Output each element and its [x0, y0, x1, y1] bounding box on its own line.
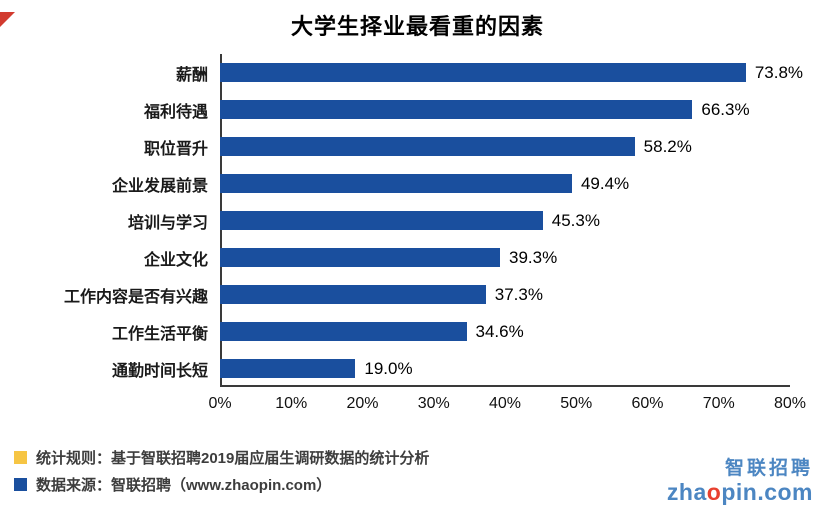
x-axis-tick: 50% — [560, 395, 593, 412]
legend-text: 统计规则：基于智联招聘2019届应届生调研数据的统计分析 — [36, 450, 430, 467]
bar-rows: 薪酬 73.8% 福利待遇 66.3% 职位晋升 58.2% 企业发展前景 49.4% 培训与学… — [10, 54, 803, 387]
category-label: 企业发展前景 — [111, 177, 208, 195]
value-label: 39.3% — [509, 247, 558, 267]
value-label: 49.4% — [580, 173, 630, 193]
category-label: 企业文化 — [143, 251, 208, 269]
bar-row: 工作生活平衡 34.6% — [10, 313, 790, 350]
legend-note: 数据来源：智联招聘（www.zhaopin.com） — [14, 476, 429, 494]
bar-track: 45.3% — [220, 202, 790, 239]
bar-row: 福利待遇 66.3% — [10, 91, 790, 128]
category-label: 通勤时间长短 — [111, 362, 208, 380]
bar-chart: 薪酬 73.8% 福利待遇 66.3% 职位晋升 58.2% 企业发展前景 49.4% 培训与学… — [10, 54, 806, 413]
value-label: 34.6% — [475, 321, 524, 341]
bar — [220, 63, 746, 82]
logo-domain-accent-dot-icon: o — [706, 478, 722, 505]
value-label: 19.0% — [364, 358, 413, 378]
value-label: 66.3% — [701, 99, 750, 119]
footer-notes: 统计规则：基于智联招聘2019届应届生调研数据的统计分析 数据来源：智联招聘（ww… — [14, 439, 430, 494]
bar-row: 通勤时间长短 19.0% — [10, 350, 790, 387]
logo: 智联招聘 zhaopin.com — [666, 457, 813, 505]
corner-accent — [0, 12, 15, 27]
logo-domain: zhaopin.com — [666, 478, 813, 505]
bar-row: 培训与学习 45.3% — [10, 202, 790, 239]
legend-note: 统计规则：基于智联招聘2019届应届生调研数据的统计分析 — [14, 449, 430, 467]
x-axis-tick: 0% — [208, 395, 232, 412]
bar-track: 39.3% — [220, 239, 790, 276]
value-label: 73.8% — [754, 62, 804, 82]
category-label: 薪酬 — [175, 66, 208, 84]
bar — [220, 100, 693, 119]
bar — [220, 359, 356, 378]
x-axis-tick: 80% — [773, 395, 807, 412]
bar-track: 73.8% — [220, 54, 803, 91]
value-label: 45.3% — [551, 210, 600, 230]
logo-brand-name: 智联招聘 — [724, 457, 813, 479]
legend-text: 数据来源：智联招聘（www.zhaopin.com） — [36, 477, 332, 494]
legend-swatch-icon — [14, 478, 27, 491]
category-label: 培训与学习 — [127, 214, 208, 232]
x-axis-tick: 70% — [702, 395, 735, 412]
category-label: 工作内容是否有兴趣 — [63, 288, 208, 306]
bar-track: 58.2% — [220, 128, 790, 165]
legend-swatch-icon — [14, 451, 27, 464]
chart-title: 大学生择业最看重的因素 — [290, 14, 544, 39]
x-axis-tick: 20% — [346, 395, 379, 412]
x-axis: 0% 10% 20% 30% 40% 50% 60% 70% 80% — [208, 387, 806, 413]
bar — [220, 211, 543, 230]
x-axis-tick: 30% — [417, 395, 450, 412]
bar — [220, 285, 486, 304]
bar — [220, 174, 572, 193]
bar-track: 49.4% — [220, 165, 790, 202]
value-label: 37.3% — [494, 284, 543, 304]
bar-track: 66.3% — [220, 91, 790, 128]
bar — [220, 137, 635, 156]
bar-row: 薪酬 73.8% — [10, 54, 803, 91]
logo-domain-prefix: zha — [666, 478, 707, 505]
x-axis-tick: 40% — [488, 395, 522, 412]
bar-track: 37.3% — [220, 276, 790, 313]
bar-row: 企业发展前景 49.4% — [10, 165, 790, 202]
x-axis-tick: 60% — [631, 395, 664, 412]
category-label: 工作生活平衡 — [111, 325, 208, 343]
category-label: 职位晋升 — [143, 140, 208, 158]
x-axis-tick: 10% — [275, 395, 308, 412]
bar-row: 工作内容是否有兴趣 37.3% — [10, 276, 790, 313]
bar — [220, 322, 467, 341]
bar — [220, 248, 500, 267]
bar-row: 企业文化 39.3% — [10, 239, 790, 276]
category-label: 福利待遇 — [143, 103, 208, 121]
value-label: 58.2% — [643, 136, 692, 156]
logo-domain-suffix: pin.com — [721, 478, 813, 505]
bar-track: 34.6% — [220, 313, 790, 350]
bar-row: 职位晋升 58.2% — [10, 128, 790, 165]
bar-track: 19.0% — [220, 350, 790, 387]
